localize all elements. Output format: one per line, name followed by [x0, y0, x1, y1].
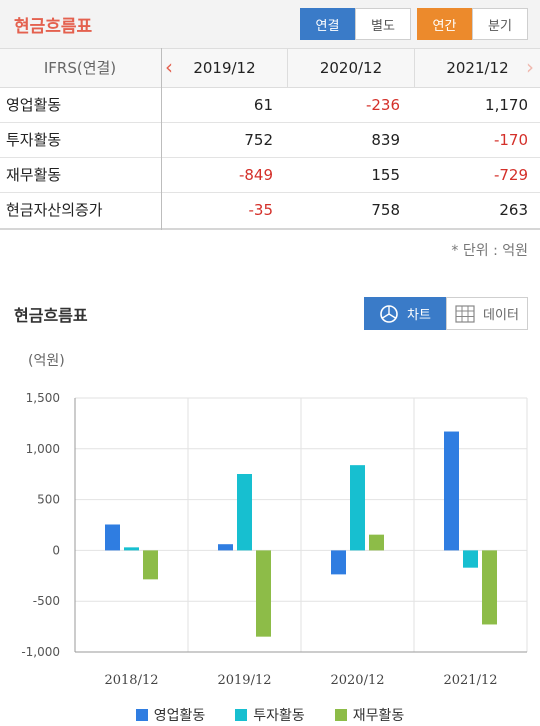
bar — [482, 550, 497, 625]
table-cell: 155 — [371, 166, 400, 184]
legend-swatch — [334, 709, 347, 721]
x-tick-label: 2019/12 — [217, 673, 271, 688]
table-cell: -35 — [248, 201, 274, 219]
table-cell: -170 — [493, 131, 528, 149]
chart-unit-label: (억원) — [28, 353, 65, 369]
y-tick-label: 1,500 — [26, 391, 60, 405]
legend-item[interactable]: 재무활동 — [334, 705, 405, 725]
table-header: IFRS(연결) ‹ 2019/12 2020/12 2021/12 › — [0, 48, 540, 88]
chart-legend: 영업활동 투자활동 재무활동 — [0, 705, 540, 725]
legend-swatch — [235, 709, 248, 721]
page-title: 현금흐름표 — [14, 17, 93, 37]
top-bar: 현금흐름표 연결 별도 연간 분기 — [0, 0, 540, 48]
table-cell: -729 — [493, 166, 528, 184]
row-label: 재무활동 — [6, 166, 62, 184]
legend-swatch — [135, 709, 148, 721]
table-cell: 263 — [499, 201, 528, 219]
bar — [350, 465, 365, 551]
table-row: 투자활동 752 839 -170 — [0, 123, 540, 158]
chart-view-label: 차트 — [407, 308, 431, 323]
column-header: 2021/12 — [446, 59, 509, 77]
table-cell: 61 — [253, 96, 273, 114]
row-label: 영업활동 — [6, 96, 62, 114]
row-label: 현금자산의증가 — [6, 201, 103, 219]
legend-label: 영업활동 — [153, 708, 206, 724]
table-cell: -849 — [238, 166, 273, 184]
table-cell: 752 — [244, 131, 273, 149]
y-tick-label: -1,000 — [21, 645, 60, 659]
unit-note: * 단위 : 억원 — [451, 243, 528, 259]
annual-tab[interactable]: 연간 — [417, 8, 472, 40]
bar — [331, 550, 346, 575]
y-tick-label: -500 — [33, 594, 60, 608]
y-tick-label: 0 — [52, 543, 60, 557]
row-label: 투자활동 — [6, 131, 62, 149]
column-header: 2020/12 — [319, 59, 383, 77]
chart-section-title: 현금흐름표 — [14, 306, 88, 325]
bar — [143, 550, 158, 580]
column-header: 2019/12 — [193, 59, 256, 77]
table-grid-icon — [455, 304, 475, 323]
prev-period-icon[interactable]: ‹ — [165, 55, 173, 79]
bar — [124, 547, 139, 551]
quarterly-tab[interactable]: 분기 — [472, 8, 528, 40]
legend-item[interactable]: 영업활동 — [135, 705, 206, 725]
consolidated-tab[interactable]: 연결 — [300, 8, 355, 40]
x-tick-label: 2018/12 — [104, 673, 158, 688]
bar — [463, 550, 478, 568]
table-divider — [161, 48, 162, 230]
x-tick-label: 2020/12 — [330, 673, 384, 688]
data-view-label: 데이터 — [483, 308, 519, 323]
y-tick-label: 500 — [37, 493, 60, 507]
bar — [105, 524, 120, 551]
table-cell: 839 — [371, 131, 400, 149]
legend-label: 투자활동 — [253, 708, 305, 724]
table-divider — [414, 48, 415, 88]
data-view-button[interactable]: 데이터 — [446, 297, 528, 330]
table-row: 재무활동 -849 155 -729 — [0, 158, 540, 193]
bar — [256, 550, 271, 637]
separate-tab[interactable]: 별도 — [355, 8, 411, 40]
table-row: 현금자산의증가 -35 758 263 — [0, 193, 540, 230]
bar — [444, 431, 459, 551]
x-tick-label: 2021/12 — [443, 673, 497, 688]
next-period-icon[interactable]: › — [526, 55, 534, 79]
cash-flow-chart: 1,500 1,000 500 0 -500 -1,000 2018/12 2019/12 20… — [21, 391, 528, 688]
table-row: 영업활동 61 -236 1,170 — [0, 88, 540, 123]
legend-item[interactable]: 투자활동 — [235, 705, 305, 725]
table-cell: 1,170 — [485, 96, 528, 114]
chart-view-button[interactable]: 차트 — [364, 297, 446, 330]
bar — [237, 473, 252, 551]
table-cell: 758 — [371, 201, 400, 219]
y-tick-label: 1,000 — [26, 442, 60, 456]
pie-chart-icon — [380, 304, 398, 323]
table-cell: -236 — [365, 96, 400, 114]
bar — [369, 534, 384, 551]
legend-label: 재무활동 — [352, 708, 405, 724]
bar — [218, 544, 233, 551]
table-divider — [287, 48, 288, 88]
table-corner-label: IFRS(연결) — [43, 59, 117, 77]
